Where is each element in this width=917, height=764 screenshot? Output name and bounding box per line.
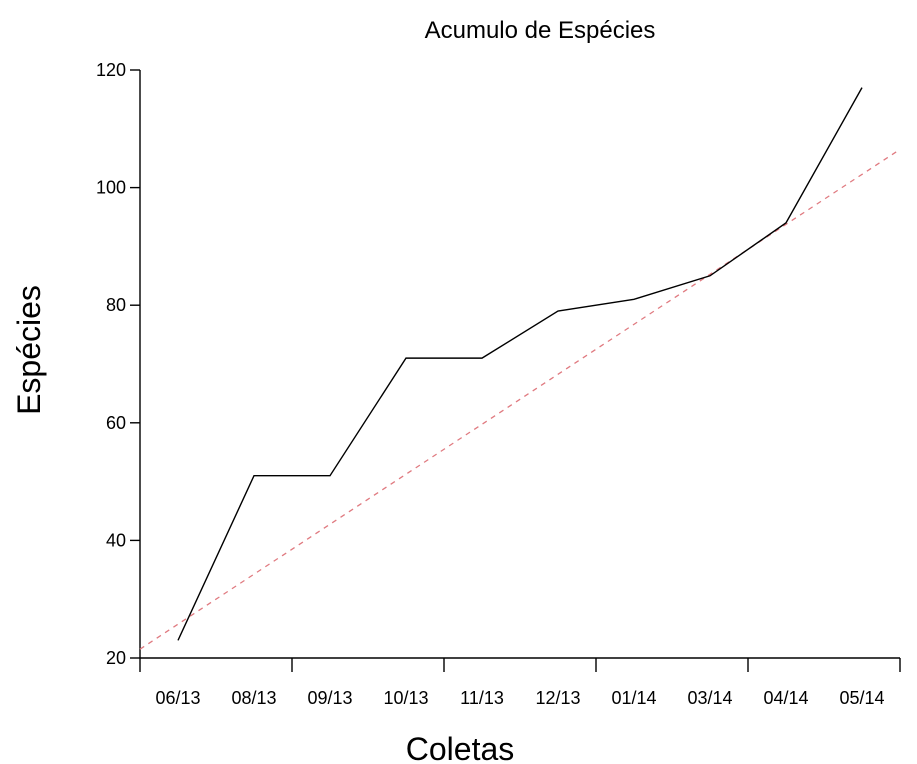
y-axis-title: Espécies — [11, 285, 47, 415]
x-tick-label: 11/13 — [460, 688, 504, 708]
chart-title: Acumulo de Espécies — [425, 17, 656, 44]
x-axis: 06/13 08/13 09/13 10/13 11/13 12/13 01/14 03/14… — [139, 657, 901, 708]
x-tick-label: 12/13 — [535, 688, 580, 708]
x-tick-label: 04/14 — [763, 688, 808, 708]
x-tick-label: 03/14 — [687, 688, 732, 708]
series-line — [177, 87, 863, 641]
trend-line — [139, 148, 901, 650]
x-tick-label: 05/14 — [839, 688, 884, 708]
y-tick-label: 80 — [106, 295, 126, 315]
x-tick-label: 09/13 — [307, 688, 352, 708]
y-tick-label: 60 — [106, 413, 126, 433]
y-tick-label: 20 — [106, 648, 126, 668]
x-tick-label: 10/13 — [383, 688, 428, 708]
x-tick-label: 01/14 — [611, 688, 656, 708]
x-tick-label: 06/13 — [155, 688, 200, 708]
y-tick-label: 40 — [106, 530, 126, 550]
series-group — [177, 87, 863, 641]
x-tick-label: 08/13 — [231, 688, 276, 708]
y-tick-label: 100 — [96, 178, 126, 198]
y-tick-label: 120 — [96, 60, 126, 80]
x-axis-title: Coletas — [406, 731, 515, 764]
y-axis: 20 40 60 80 100 120 — [96, 60, 141, 668]
